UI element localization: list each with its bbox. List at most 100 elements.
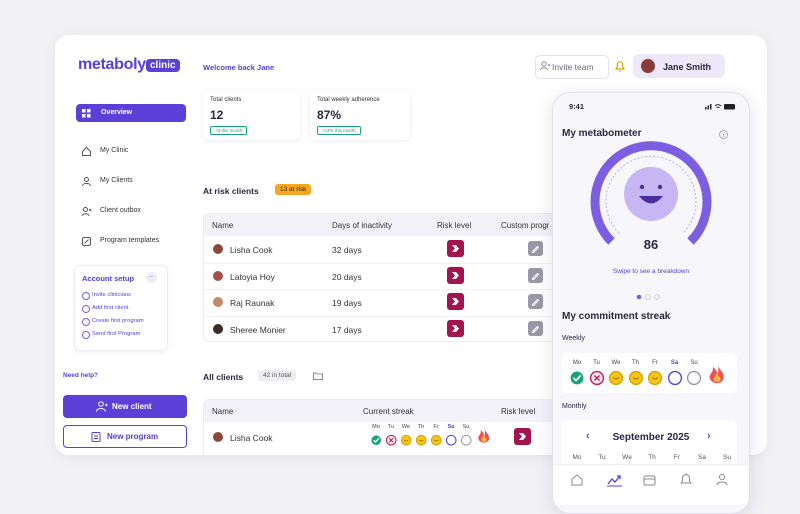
day-label: Tu <box>593 360 600 366</box>
next-month[interactable]: › <box>707 430 711 442</box>
client-name[interactable]: Lisha Cook <box>230 245 273 255</box>
streak-day <box>667 370 682 386</box>
row-divider <box>204 262 602 264</box>
collapse-button[interactable]: – <box>146 272 157 283</box>
client-name[interactable]: Latoyia Hoy <box>230 271 275 282</box>
setup-item[interactable]: Send first Program <box>92 331 141 337</box>
day-label: Fr <box>433 424 439 430</box>
invite-label: Invite team <box>552 62 594 72</box>
nav-label[interactable]: Client outbox <box>100 207 141 214</box>
metabometer-title: My metabometer <box>562 128 642 139</box>
day-label: Mo <box>572 360 582 366</box>
nav-icon <box>81 206 92 216</box>
info-icon[interactable] <box>719 130 728 139</box>
logo-badge: clinic <box>146 59 180 72</box>
avatar <box>213 244 223 254</box>
stat-label: Total clients <box>210 97 242 103</box>
day-label: Su <box>690 360 698 366</box>
day-label: Th <box>631 360 639 366</box>
button-icon <box>96 401 108 412</box>
avatar <box>213 432 223 442</box>
streak-day <box>608 370 624 386</box>
calendar-weekday: Fr <box>673 454 681 461</box>
tab-icons <box>571 474 728 487</box>
streak-day <box>686 370 702 386</box>
nav-label[interactable]: My Clients <box>100 177 133 184</box>
gauge <box>590 141 712 245</box>
folder-icon[interactable] <box>313 372 323 380</box>
day-label: Sa <box>670 360 679 366</box>
calendar-weekday: Su <box>723 454 731 461</box>
nav-icon <box>82 108 91 117</box>
streak-day <box>430 434 442 446</box>
setup-item[interactable]: Invite clinicians <box>92 292 131 298</box>
streak-day <box>460 434 472 446</box>
program-glyph <box>532 272 540 280</box>
client-name[interactable]: Sheree Monier <box>230 324 286 335</box>
row-divider <box>204 289 602 290</box>
stat-change: +3 this month <box>210 126 248 135</box>
metabometer-score: 86 <box>643 237 659 252</box>
streak-day <box>400 434 412 446</box>
at-risk-badge: 13 at risk <box>275 184 312 195</box>
nav-label[interactable]: My Clinic <box>100 147 129 154</box>
risk-glyph <box>519 433 526 440</box>
setup-check <box>82 305 90 313</box>
row-divider <box>204 315 602 317</box>
program-glyph <box>532 245 540 253</box>
nav-item-active[interactable] <box>76 104 186 122</box>
prev-month[interactable]: ‹ <box>586 430 590 442</box>
stat-value: 12 <box>210 108 224 122</box>
risk-glyph <box>452 324 459 332</box>
inactive-days: 19 days <box>332 298 362 308</box>
phone: 9:41 My metabometer 86 Swipe to see a br… <box>552 92 750 514</box>
user-name: Jane Smith <box>663 62 712 72</box>
weekly-card <box>561 353 737 393</box>
invite-button[interactable] <box>535 55 609 79</box>
client-name[interactable]: Raj Raunak <box>230 298 275 308</box>
swipe-hint[interactable]: Swipe to see a breakdown <box>612 268 690 275</box>
all-clients-title: All clients <box>203 372 244 382</box>
button-label[interactable]: New program <box>107 432 159 441</box>
client-name[interactable]: Lisha Cook <box>230 433 273 443</box>
streak-flame <box>478 428 490 443</box>
button-label[interactable]: New client <box>112 402 152 411</box>
column-header: Name <box>212 407 234 416</box>
column-header: Risk level <box>501 407 536 416</box>
bell-icon[interactable] <box>614 60 626 73</box>
nav-icon <box>82 236 91 246</box>
streak-day <box>415 434 427 446</box>
setup-item[interactable]: Create first program <box>92 318 144 324</box>
setup-item[interactable]: Add first client <box>92 305 129 311</box>
table-header <box>204 214 602 236</box>
day-label: Su <box>462 424 470 430</box>
avatar <box>213 270 223 281</box>
table-header <box>204 400 602 422</box>
setup-check <box>82 318 90 326</box>
streak-day <box>445 434 457 446</box>
calendar-weekday: Sa <box>698 454 706 461</box>
setup-check <box>82 292 90 300</box>
calendar-weekday: Tu <box>598 454 606 461</box>
nav-label[interactable]: Program templates <box>100 237 160 244</box>
streak-day <box>647 370 663 386</box>
day-label: Th <box>417 424 425 430</box>
screen: metaboly clinic Welcome back Jane Invite… <box>55 35 767 514</box>
invite-icon <box>540 61 550 71</box>
risk-glyph <box>452 271 459 279</box>
calendar-weekday: Mo <box>572 454 582 461</box>
button[interactable] <box>63 395 187 418</box>
streak-flame <box>709 364 724 384</box>
day-label: Mo <box>372 424 380 430</box>
nav-icon <box>82 146 91 156</box>
button-icon <box>91 432 101 442</box>
avatar <box>213 323 223 334</box>
button[interactable] <box>63 425 187 448</box>
help-link[interactable]: Need help? <box>63 372 99 379</box>
program-glyph <box>532 325 540 333</box>
column-header: Name <box>212 221 234 230</box>
program-glyph <box>532 298 540 306</box>
at-risk-title: At risk clients <box>203 186 259 196</box>
nav-label[interactable]: Overview <box>101 109 133 116</box>
nav-icon <box>82 176 91 186</box>
